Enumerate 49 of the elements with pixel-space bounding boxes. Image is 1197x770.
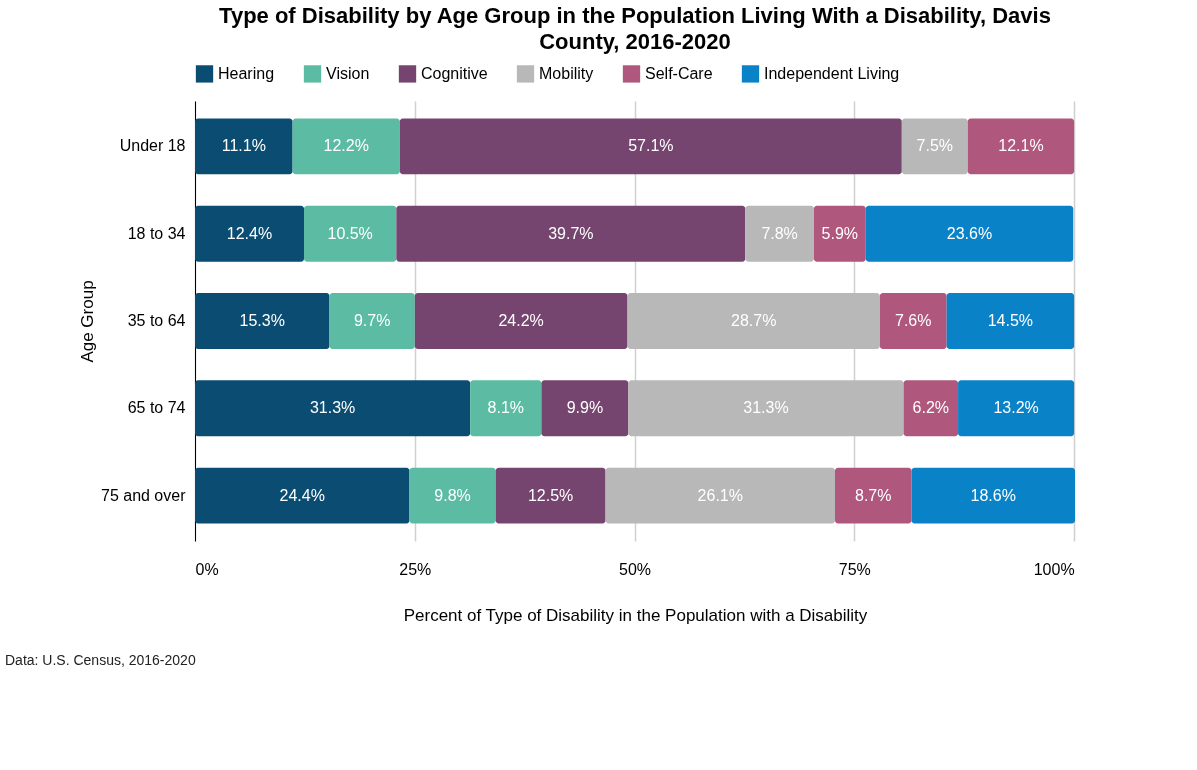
data-label: 7.6%	[895, 312, 932, 329]
data-label: 24.2%	[498, 312, 544, 329]
legend-label: Hearing	[218, 64, 275, 82]
data-label: 31.3%	[309, 399, 356, 417]
data-label: 7.5%	[916, 137, 954, 155]
data-label: 31.3%	[743, 399, 789, 417]
data-label: 6.2%	[912, 399, 950, 417]
data-label: 28.7%	[730, 312, 777, 329]
data-label: 13.2%	[993, 399, 1039, 417]
x-tick-label: 50%	[619, 560, 652, 578]
data-label: 12.2%	[323, 137, 369, 155]
data-label: 8.7%	[855, 486, 892, 504]
legend-label: Mobility	[539, 64, 594, 82]
data-label: 39.7%	[548, 224, 594, 242]
data-label: 57.1%	[628, 137, 674, 155]
text: Data: U.S. Census, 2016-2020	[5, 652, 196, 668]
data-label: 18.6%	[970, 486, 1016, 504]
data-label: 12.4%	[226, 224, 273, 242]
data-label: 24.4%	[279, 486, 325, 504]
data-label: 15.3%	[239, 312, 285, 329]
legend-label: Self-Care	[645, 64, 713, 82]
data-label: 7.8%	[761, 224, 798, 242]
x-tick-label: 75%	[838, 560, 871, 578]
x-tick-label: 0%	[195, 560, 219, 578]
data-label: 8.1%	[487, 399, 524, 417]
legend-label: Cognitive	[421, 64, 488, 82]
data-label: 9.7%	[353, 312, 391, 329]
x-axis-title: Percent of Type of Disability in the Population with a Disability	[403, 605, 868, 625]
data-label: 9.8%	[434, 486, 471, 504]
y-tick-label: Under 18	[119, 137, 186, 155]
legend-label: Independent Living	[764, 64, 900, 82]
data-label: 14.5%	[987, 312, 1034, 329]
data-label: 5.9%	[821, 224, 859, 242]
x-tick-label: 25%	[399, 560, 432, 578]
y-axis-title: Age Group	[77, 280, 97, 363]
chart-title: Type of Disability by Age Group in the Population Living With a Disability, Davis County, 2016-2020	[219, 3, 1051, 54]
data-label: 26.1%	[697, 486, 743, 504]
data-label: 12.5%	[527, 486, 574, 504]
data-label: 10.5%	[327, 224, 373, 242]
data-label: 23.6%	[946, 224, 993, 242]
y-tick-label: 35 to 64	[127, 312, 186, 329]
y-tick-label: 18 to 34	[127, 224, 186, 242]
data-label: 11.1%	[221, 137, 266, 155]
legend-label: Vision	[326, 64, 370, 82]
y-tick-label: 65 to 74	[127, 399, 186, 417]
data-label: 9.9%	[566, 399, 604, 417]
x-tick-label: 100%	[1033, 560, 1075, 578]
y-tick-label: 75 and over	[100, 486, 187, 504]
data-label: 12.1%	[998, 137, 1044, 155]
